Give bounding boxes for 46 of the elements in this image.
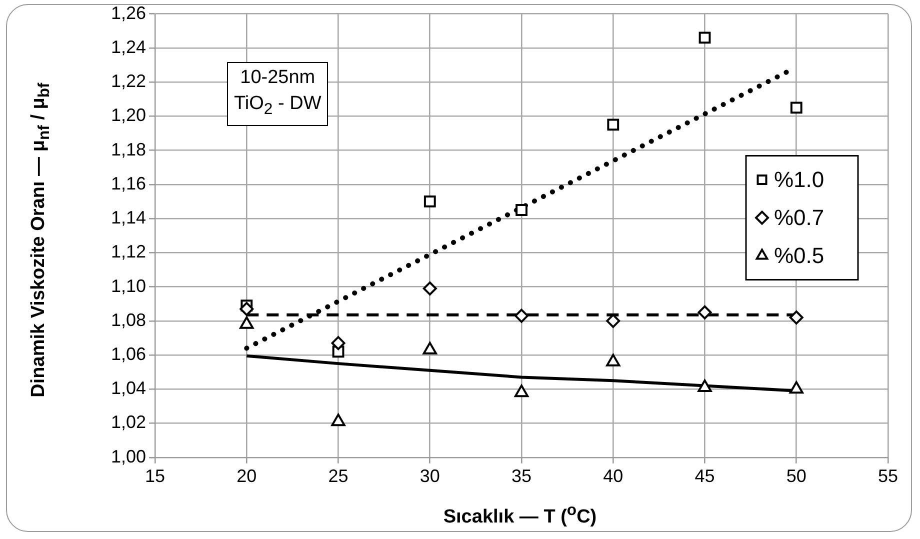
legend-label: %1.0 xyxy=(774,166,824,192)
y-tick-label: 1,20 xyxy=(110,105,146,126)
point xyxy=(422,342,437,354)
y-tick-label: 1,06 xyxy=(110,344,146,364)
point xyxy=(789,381,804,394)
x-tick-label: 40 xyxy=(603,466,624,486)
y-tick-label: 1,22 xyxy=(110,71,146,92)
annotation: 10-25nm TiO$_{2}$ - DW xyxy=(227,62,328,126)
point xyxy=(514,384,529,398)
y-tick-label: 1,16 xyxy=(110,173,146,194)
point xyxy=(331,414,346,426)
y-tick-label: 1,26 xyxy=(110,2,146,23)
y-tick-label: 1,14 xyxy=(110,208,146,228)
x-tick-label: 55 xyxy=(878,466,898,486)
x-tick-label: 45 xyxy=(694,466,715,486)
point xyxy=(514,308,529,323)
point xyxy=(698,305,712,320)
x-tick-label: 25 xyxy=(328,466,348,486)
y-tick-label: 1,08 xyxy=(110,310,146,330)
y-tick-label: 1,24 xyxy=(110,36,146,57)
point xyxy=(607,118,620,131)
y-tick-label: 1,18 xyxy=(110,139,146,160)
point xyxy=(698,32,711,44)
x-tick-label: 35 xyxy=(512,466,532,486)
x-tick-label: 50 xyxy=(786,466,806,486)
point xyxy=(606,354,620,366)
y-tick-label: 1,02 xyxy=(110,412,146,432)
legend-label: %0.5 xyxy=(774,242,824,268)
point xyxy=(424,196,436,208)
x-tick-label: 20 xyxy=(236,466,257,486)
point xyxy=(240,316,254,329)
point xyxy=(789,310,804,324)
y-tick-label: 1,10 xyxy=(110,276,146,296)
y-tick-label: 1,04 xyxy=(110,378,146,398)
point xyxy=(240,302,254,316)
y-tick-label: 1,00 xyxy=(110,446,146,466)
point xyxy=(422,281,437,296)
point xyxy=(790,102,802,114)
y-tick-label: 1,12 xyxy=(110,242,146,262)
point xyxy=(698,379,712,392)
x-tick-label: 30 xyxy=(420,466,440,486)
x-tick-label: 15 xyxy=(145,466,166,486)
point xyxy=(331,336,346,350)
legend-label: %0.7 xyxy=(774,204,824,230)
x-axis-title: Sıcaklık — T ($^{o}$C) xyxy=(443,502,597,528)
point xyxy=(516,204,528,216)
